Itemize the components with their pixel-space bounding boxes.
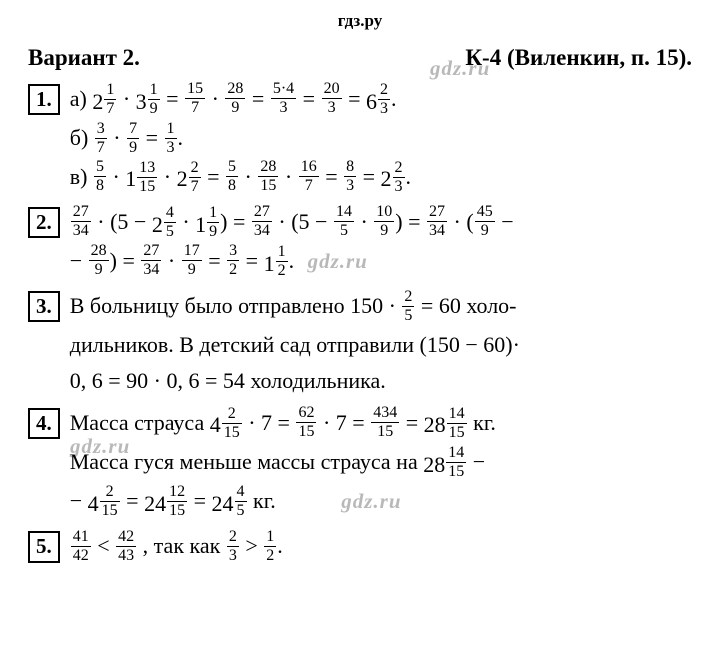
line-3b: дильников. В детский сад отправили (150 … [70,328,692,362]
line-4a: Масса страуса 4215 · 7 = 6215 · 7 = 4341… [70,406,692,443]
problem-number: 4. [28,408,60,439]
line-4b: Масса гуся меньше массы страуса на 28141… [70,445,692,482]
part-label: в) [70,164,88,189]
watermark: gdz.ru [70,430,130,463]
part-label: а) [70,86,87,111]
line-2b: − 289) = 2734 · 179 = 32 = 112. gdz.ru [70,244,692,281]
problem-number: 2. [28,207,60,238]
problem-2: 2. 2734 · (5 − 245 · 119) = 2734 · (5 − … [28,203,692,283]
page-content: гдз.ру Вариант 2. К-4 (Виленкин, п. 15).… [0,0,720,576]
watermark: gdz.ru [430,52,490,85]
site-header: гдз.ру [28,8,692,34]
problem-3: 3. В больницу было отправлено 150 · 25 =… [28,287,692,400]
line-2: 2734 · (5 − 245 · 119) = 2734 · (5 − 145… [70,205,692,242]
title-row: Вариант 2. К-4 (Виленкин, п. 15). [28,40,692,76]
watermark: gdz.ru [341,489,401,513]
variant-label: Вариант 2. [28,40,140,76]
problem-number: 3. [28,291,60,322]
part-label: б) [70,125,89,150]
line-3c: 0, 6 = 90 · 0, 6 = 54 холодильника. [70,364,692,398]
problem-content: 2734 · (5 − 245 · 119) = 2734 · (5 − 145… [70,203,692,283]
problem-content: В больницу было отправлено 150 · 25 = 60… [70,287,692,400]
problem-1: 1. а) 217 · 319 = 157 · 289 = 5·43 = 203… [28,80,692,199]
line-3a: В больницу было отправлено 150 · 25 = 60… [70,289,692,325]
problem-content: а) 217 · 319 = 157 · 289 = 5·43 = 203 = … [70,80,692,199]
line-1b: б) 37 · 79 = 13. [70,121,692,157]
line-5: 4142 < 4243 , так как 23 > 12. [70,529,692,565]
code-label: К-4 (Виленкин, п. 15). [465,40,692,76]
problem-number: 5. [28,531,60,562]
problem-5: 5. 4142 < 4243 , так как 23 > 12. [28,527,692,567]
line-4c: − 4215 = 241215 = 2445 кг. gdz.ru [70,484,692,521]
watermark: gdz.ru [308,249,368,273]
line-1a: а) 217 · 319 = 157 · 289 = 5·43 = 203 = … [70,82,692,119]
problem-content: 4142 < 4243 , так как 23 > 12. [70,527,692,567]
problem-4: 4. Масса страуса 4215 · 7 = 6215 · 7 = 4… [28,404,692,524]
problem-number: 1. [28,84,60,115]
problem-content: Масса страуса 4215 · 7 = 6215 · 7 = 4341… [70,404,692,524]
line-1c: в) 58 · 11315 · 227 = 58 · 2815 · 167 = … [70,160,692,197]
